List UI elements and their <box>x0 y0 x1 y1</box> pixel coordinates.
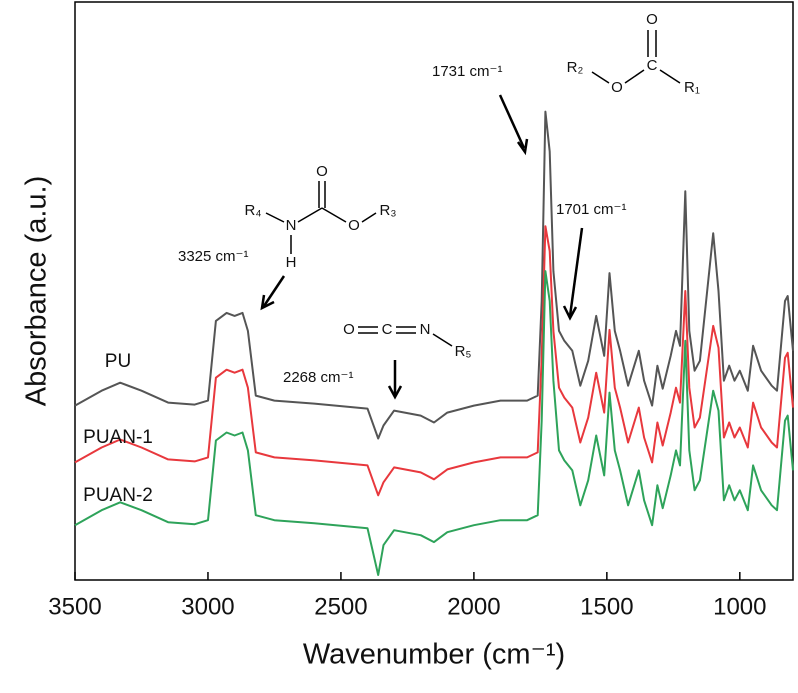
series-line <box>74 270 794 576</box>
x-tick-label: 3500 <box>48 593 101 620</box>
atom: R₁ <box>684 79 700 96</box>
atom: O <box>348 217 360 234</box>
atom: R₂ <box>567 59 584 76</box>
arrow <box>262 275 286 307</box>
x-tick-label: 3000 <box>181 593 234 620</box>
x-axis-label: Wavenumber (cm⁻¹) <box>303 639 565 671</box>
atom: O <box>316 163 328 180</box>
atom: O <box>611 79 623 96</box>
atom: R₄ <box>245 202 262 219</box>
atom: O <box>646 11 658 28</box>
series-label: PUAN-1 <box>83 427 153 448</box>
atom: H <box>286 254 297 271</box>
arrow-head <box>260 294 275 311</box>
arrow-head <box>387 385 403 400</box>
annotation: 2268 cm⁻¹ <box>283 369 353 386</box>
atom: O <box>343 321 355 338</box>
x-tick-label: 1500 <box>580 593 633 620</box>
atom: R₃ <box>380 202 397 219</box>
y-axis-label: Absorbance (a.u.) <box>21 176 53 407</box>
series-line <box>74 225 794 497</box>
series-label: PUAN-2 <box>83 485 153 506</box>
x-tick-label: 1000 <box>713 593 766 620</box>
urethane-structure: O R₄ N O R₃ H <box>245 163 397 271</box>
arrow-head <box>516 138 529 156</box>
plot-frame <box>74 1 794 581</box>
arrow-head <box>562 305 578 321</box>
ester-structure: O C R₂ O R₁ <box>567 11 700 96</box>
annotations: 1731 cm⁻¹ 1701 cm⁻¹ 3325 cm⁻¹ 2268 cm⁻¹ <box>178 63 626 400</box>
atom: N <box>420 321 431 338</box>
isocyanate-structure: O C N R₅ <box>343 321 471 360</box>
x-tick-label: 2000 <box>447 593 500 620</box>
x-tick-label: 2500 <box>314 593 367 620</box>
atom: C <box>647 57 658 74</box>
annotation: 3325 cm⁻¹ <box>178 248 248 265</box>
annotation: 1731 cm⁻¹ <box>432 63 502 80</box>
series-line <box>74 110 794 440</box>
atom: N <box>286 217 297 234</box>
arrow <box>498 94 526 149</box>
series-label: PU <box>105 351 131 372</box>
atom: C <box>382 321 393 338</box>
atom: R₅ <box>455 343 472 360</box>
arrow <box>568 227 584 317</box>
annotation: 1701 cm⁻¹ <box>556 201 626 218</box>
